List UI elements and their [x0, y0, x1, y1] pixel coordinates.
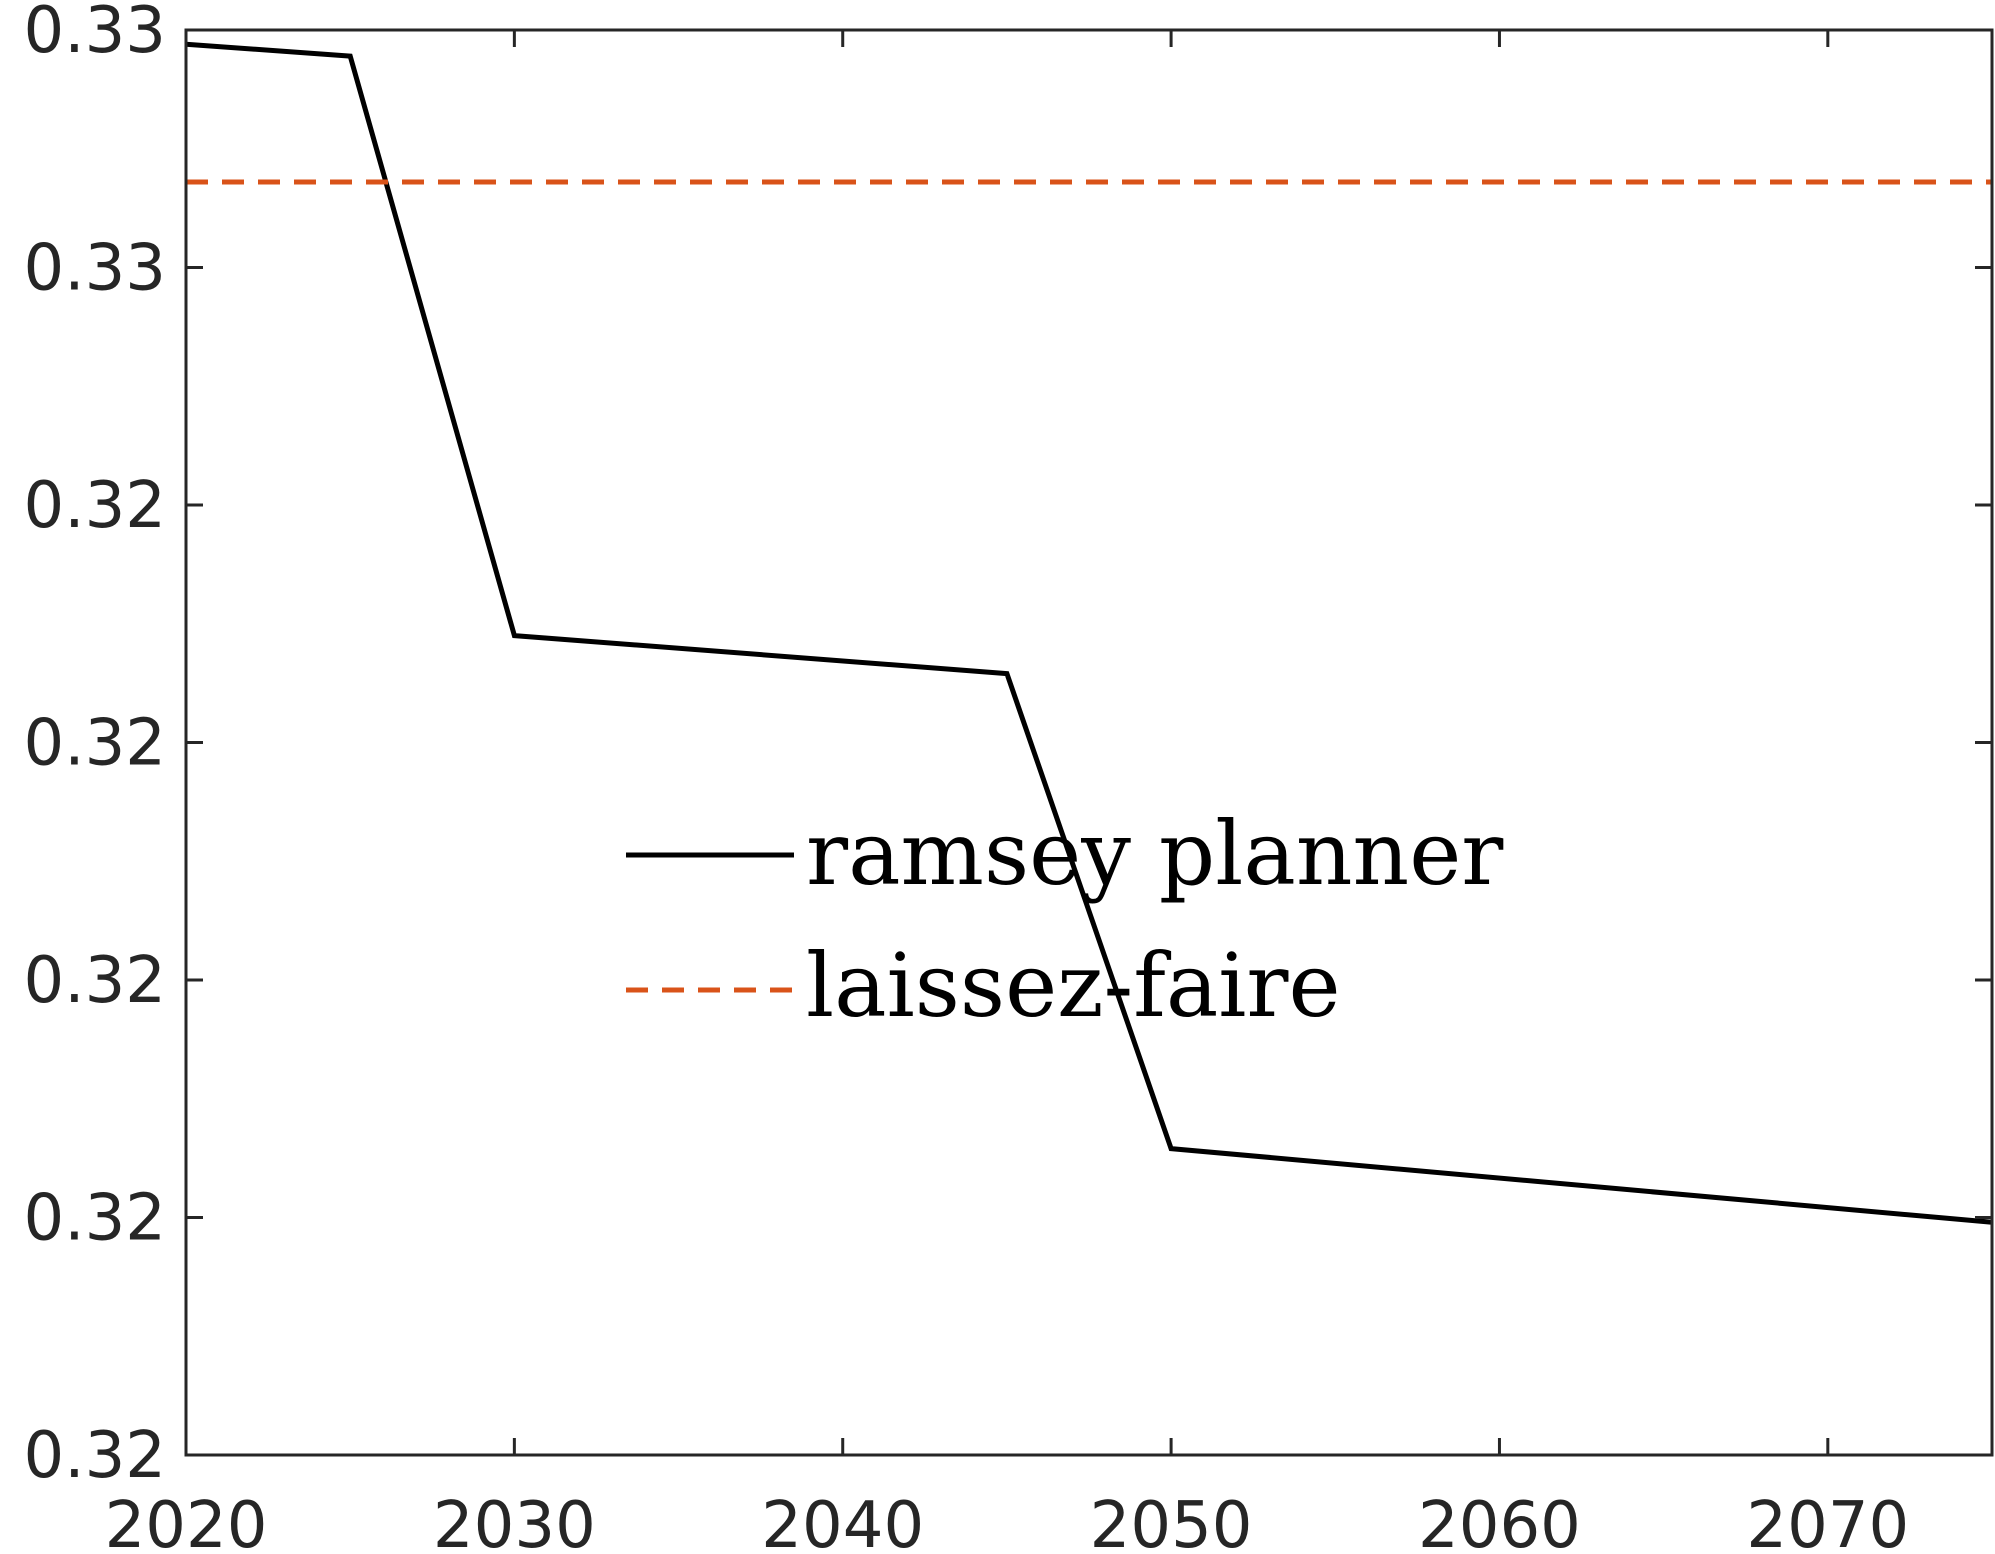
legend: ramsey planner laissez-faire — [626, 802, 1504, 1037]
x-tick-label: 2070 — [1746, 1489, 1909, 1554]
legend-label-ramsey-planner: ramsey planner — [806, 802, 1504, 905]
x-tick-label: 2040 — [761, 1489, 924, 1554]
x-tick-label: 2030 — [433, 1489, 596, 1554]
y-tick-label: 0.32 — [24, 944, 167, 1018]
y-tick-label: 0.32 — [24, 707, 167, 781]
x-tick-label: 2020 — [105, 1489, 268, 1554]
y-tick-label: 0.33 — [24, 232, 167, 306]
x-tick-label: 2050 — [1090, 1489, 1253, 1554]
y-tick-label: 0.32 — [24, 1182, 167, 1256]
y-tick-label: 0.33 — [24, 0, 167, 68]
y-tick-label: 0.32 — [24, 469, 167, 543]
y-tick-label: 0.32 — [24, 1419, 167, 1493]
x-tick-label: 2060 — [1418, 1489, 1581, 1554]
x-axis: 2020 2030 2040 2050 2060 2070 — [105, 30, 1909, 1554]
plot-area — [185, 41, 1993, 1225]
legend-label-laissez-faire: laissez-faire — [806, 934, 1341, 1037]
y-axis: 0.32 0.32 0.32 0.32 0.32 0.33 0.33 — [24, 0, 1992, 1493]
axes-box — [184, 28, 1994, 1457]
series-line-ramsey-planner — [185, 41, 1993, 1225]
